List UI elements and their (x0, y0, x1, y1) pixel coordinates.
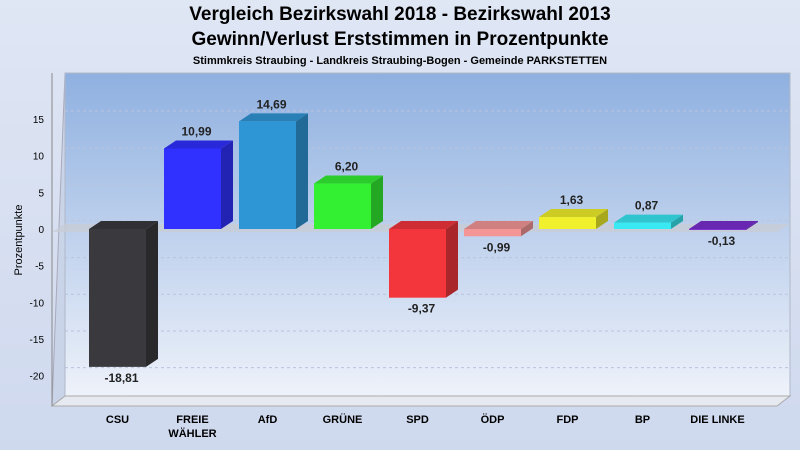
bar-front (164, 148, 221, 229)
bar-side (371, 175, 383, 229)
bar-spd: -9,37 (389, 221, 458, 316)
data-label: 0,87 (635, 199, 659, 213)
bar-front (389, 229, 446, 298)
y-tick-label: -15 (30, 335, 45, 346)
chart-subtitle: Gewinn/Verlust Erststimmen in Prozentpun… (191, 29, 609, 50)
bar-front (314, 183, 371, 229)
bar-ödp: -0,99 (464, 221, 533, 254)
bar-top (314, 175, 383, 184)
x-tick-label: SPD (406, 414, 429, 426)
data-label: 10,99 (181, 124, 211, 138)
x-tick-label: ÖDP (481, 413, 505, 426)
x-tick-label: FREIE (176, 414, 208, 426)
data-label: 6,20 (335, 160, 359, 174)
data-label: -0,99 (483, 240, 511, 254)
bar-side (521, 221, 533, 237)
bar-die-linke: -0,13 (689, 221, 758, 248)
chart-region-subtitle: Stimmkreis Straubing - Landkreis Straubi… (192, 55, 608, 67)
bar-front (239, 121, 296, 229)
bar-front (464, 229, 521, 237)
bar-side (296, 113, 308, 229)
data-label: 14,69 (256, 97, 286, 111)
y-tick-label: 10 (33, 152, 45, 163)
bar-side (146, 221, 158, 367)
data-label: -9,37 (408, 302, 436, 316)
x-tick-label: AfD (258, 414, 278, 426)
chart-title: Vergleich Bezirkswahl 2018 - Bezirkswahl… (189, 4, 611, 25)
data-label: -0,13 (708, 234, 736, 248)
data-label: 1,63 (560, 193, 584, 207)
y-tick-label: 5 (38, 188, 44, 199)
bar-afd: 14,69 (239, 97, 308, 229)
bar-grüne: 6,20 (314, 160, 383, 229)
bar-top (239, 113, 308, 122)
x-tick-label: WÄHLER (168, 427, 216, 440)
bar-side (446, 221, 458, 298)
data-label: -18,81 (104, 371, 138, 385)
plot-floor (50, 395, 792, 407)
y-tick-label: -10 (30, 298, 45, 309)
bar-top (164, 140, 233, 149)
bar-top (614, 214, 683, 223)
bar-side (221, 140, 233, 229)
y-axis-label: Prozentpunkte (13, 205, 25, 276)
x-tick-label: GRÜNE (323, 413, 363, 426)
bar-front (539, 217, 596, 229)
bar-top (464, 221, 533, 229)
x-tick-label: DIE LINKE (690, 414, 744, 426)
bar-top (389, 221, 458, 229)
x-tick-label: FDP (557, 414, 579, 426)
bar-fdp: 1,63 (539, 193, 608, 229)
y-tick-label: -5 (35, 262, 44, 273)
x-tick-label: CSU (106, 414, 129, 426)
bar-side (746, 221, 758, 230)
plot-side-wall (51, 72, 66, 408)
bar-side (671, 214, 683, 229)
y-tick-label: 0 (38, 225, 44, 236)
bar-top (89, 221, 158, 229)
bar-freie-wähler: 10,99 (164, 124, 233, 229)
bar-top (539, 209, 608, 218)
bar-front (89, 229, 146, 367)
bar-side (596, 209, 608, 229)
bar-csu: -18,81 (89, 221, 158, 385)
bar-front (689, 229, 746, 230)
bar-front (614, 222, 671, 229)
x-tick-label: BP (635, 414, 650, 426)
y-tick-label: 15 (33, 115, 45, 126)
bar-top (689, 221, 758, 229)
bar-bp: 0,87 (614, 199, 683, 229)
y-tick-label: -20 (30, 372, 45, 383)
